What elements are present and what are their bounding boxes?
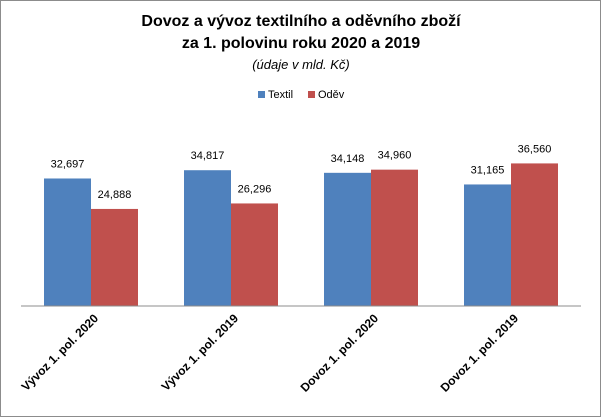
legend-swatch-oděv <box>308 91 315 98</box>
legend-label-textil: Textil <box>268 89 293 101</box>
bar-textil-3 <box>324 172 371 306</box>
legend: Textil Oděv <box>258 89 345 101</box>
category-label-1: Vývoz 1. pol. 2020 <box>19 311 102 394</box>
category-label-3: Dovoz 1. pol. 2020 <box>298 311 382 395</box>
legend-label-oděv: Oděv <box>318 89 345 101</box>
data-label-textil-3: 34,148 <box>331 153 365 165</box>
category-label-4: Dovoz 1. pol. 2019 <box>438 311 522 395</box>
bar-oděv-3 <box>371 169 418 306</box>
data-label-textil-2: 34,817 <box>191 150 225 162</box>
data-label-oděv-4: 36,560 <box>518 143 552 155</box>
data-label-textil-1: 32,697 <box>51 158 85 170</box>
bar-textil-2 <box>184 170 231 306</box>
category-label-2: Vývoz 1. pol. 2019 <box>159 311 242 394</box>
data-label-textil-4: 31,165 <box>471 164 505 176</box>
legend-swatch-textil <box>258 91 265 98</box>
bar-oděv-1 <box>91 208 138 306</box>
chart-subtitle: (údaje v mld. Kč) <box>252 57 350 72</box>
data-labels-group: 32,697 24,888 34,817 26,296 34,148 34,960 31,1… <box>51 143 552 201</box>
bar-oděv-4 <box>511 163 558 306</box>
bar-textil-4 <box>464 184 511 306</box>
bar-oděv-2 <box>231 203 278 306</box>
data-label-oděv-3: 34,960 <box>378 150 412 162</box>
bars-group <box>44 163 558 306</box>
chart-title-line1: Dovoz a vývoz textilního a oděvního zbož… <box>141 13 461 30</box>
category-labels-group: Vývoz 1. pol. 2020 Vývoz 1. pol. 2019 Dovo… <box>19 311 522 395</box>
chart-title-line2: za 1. polovinu roku 2020 a 2019 <box>182 35 420 52</box>
data-label-oděv-2: 26,296 <box>238 183 272 195</box>
data-label-oděv-1: 24,888 <box>98 189 132 201</box>
bar-textil-1 <box>44 178 91 306</box>
